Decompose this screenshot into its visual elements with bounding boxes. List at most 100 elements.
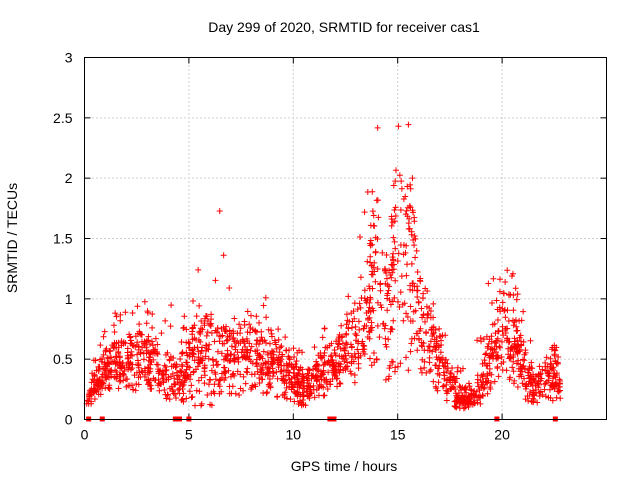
data-point	[479, 373, 486, 380]
data-point	[345, 325, 352, 332]
data-point	[239, 336, 246, 343]
data-point	[550, 375, 557, 382]
data-point	[201, 372, 208, 379]
data-point	[255, 341, 262, 348]
data-point	[504, 267, 511, 274]
data-point	[87, 391, 94, 398]
data-point	[180, 325, 187, 332]
data-point	[244, 369, 251, 376]
data-point	[110, 322, 117, 329]
data-point	[486, 370, 493, 377]
data-point	[178, 339, 185, 346]
data-point	[196, 329, 203, 336]
data-point	[296, 367, 303, 374]
data-point	[272, 339, 279, 346]
data-point	[526, 365, 533, 372]
data-point	[521, 357, 528, 364]
data-point	[238, 349, 245, 356]
data-point	[231, 315, 238, 322]
data-point	[414, 347, 421, 354]
data-point	[351, 315, 358, 322]
data-point	[285, 353, 292, 360]
data-point	[511, 377, 518, 384]
data-point	[203, 342, 210, 349]
data-point	[532, 386, 539, 393]
data-point	[511, 346, 518, 353]
data-point	[112, 310, 119, 317]
data-point	[235, 354, 242, 361]
data-point	[537, 371, 544, 378]
data-point	[122, 309, 129, 316]
data-point	[241, 353, 248, 360]
data-point	[427, 314, 434, 321]
data-point	[525, 380, 532, 387]
data-point	[264, 389, 271, 396]
data-point	[390, 317, 397, 324]
data-point	[334, 383, 341, 390]
data-point	[147, 385, 154, 392]
data-point	[162, 351, 169, 358]
data-point	[124, 376, 131, 383]
data-point	[385, 287, 392, 294]
data-point	[258, 334, 265, 341]
data-point	[193, 387, 200, 394]
data-point	[392, 204, 399, 211]
data-point	[293, 358, 300, 365]
data-point	[99, 356, 106, 363]
data-point	[391, 238, 398, 245]
data-point	[301, 379, 308, 386]
data-point	[277, 344, 284, 351]
data-point	[204, 329, 211, 336]
data-point	[454, 364, 461, 371]
data-point	[535, 381, 542, 388]
data-point	[483, 362, 490, 369]
data-point	[356, 234, 363, 241]
data-point	[312, 374, 319, 381]
data-point	[480, 385, 487, 392]
data-point	[115, 344, 122, 351]
data-point	[226, 284, 233, 291]
data-point	[342, 344, 349, 351]
data-point	[505, 351, 512, 358]
data-point	[208, 390, 215, 397]
data-point	[530, 371, 537, 378]
data-point	[304, 377, 311, 384]
data-point	[198, 374, 205, 381]
data-point	[514, 349, 521, 356]
data-point	[462, 386, 469, 393]
data-point	[132, 333, 139, 340]
data-point	[263, 369, 270, 376]
data-point	[515, 357, 522, 364]
data-point	[117, 377, 124, 384]
data-point	[135, 346, 142, 353]
data-point	[417, 365, 424, 372]
data-point	[97, 391, 104, 398]
data-point	[117, 371, 124, 378]
data-point	[199, 326, 206, 333]
data-point	[248, 312, 255, 319]
data-point	[498, 338, 505, 345]
data-point	[461, 398, 468, 405]
data-point	[103, 345, 110, 352]
data-point	[509, 364, 516, 371]
data-point	[527, 388, 534, 395]
data-point	[485, 280, 492, 287]
data-point	[328, 352, 335, 359]
data-point	[361, 287, 368, 294]
data-point	[367, 259, 374, 266]
data-point	[331, 347, 338, 354]
data-point	[100, 380, 107, 387]
data-point	[545, 377, 552, 384]
data-point	[391, 207, 398, 214]
data-point	[111, 345, 118, 352]
data-point	[515, 342, 522, 349]
data-point	[218, 388, 225, 395]
data-point	[474, 337, 481, 344]
data-point	[149, 324, 156, 331]
data-point	[477, 400, 484, 407]
data-point	[281, 377, 288, 384]
data-point	[343, 321, 350, 328]
data-point	[367, 325, 374, 332]
data-point	[494, 335, 501, 342]
data-point	[295, 380, 302, 387]
